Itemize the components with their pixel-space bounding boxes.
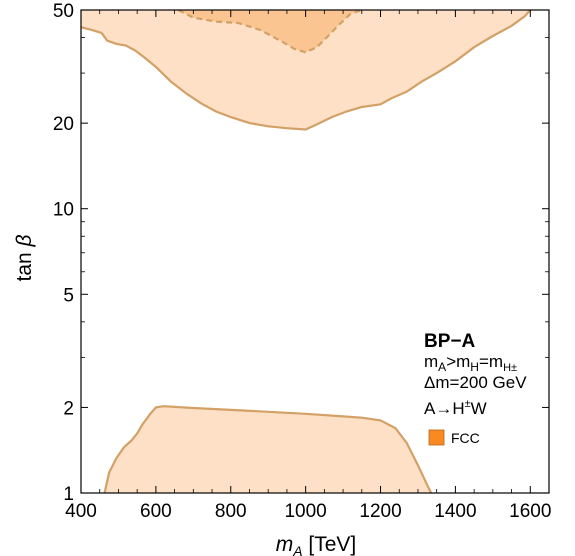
upper-region-boundary [81, 10, 532, 131]
x-tick-label: 400 [65, 501, 97, 522]
plot-frame [80, 9, 550, 494]
y-tick-label: 1 [63, 484, 74, 505]
inner-upper-region-fill [178, 10, 362, 53]
x-tick-label: 1400 [434, 501, 476, 522]
axes: 400 600 800 1000 1200 1400 1600 1 2 5 10 20 50 [53, 1, 552, 522]
plot-area [81, 10, 532, 493]
y-tick-label: 10 [53, 200, 74, 221]
legend-decay-channel: A→H±W [424, 398, 487, 418]
upper-region-fill [81, 10, 531, 130]
legend-mass-relation: mA>mH=mH± [424, 352, 517, 374]
y-tick-label: 50 [53, 1, 74, 22]
y-tick-label: 2 [63, 398, 74, 419]
x-tick-label: 1000 [284, 501, 326, 522]
y-tick-label: 20 [53, 114, 74, 135]
y-tick-label: 5 [63, 285, 74, 306]
inner-upper-region-boundary [177, 10, 363, 54]
legend-mass-splitting: Δm=200 GeV [424, 373, 527, 392]
legend-title: BP−A [424, 331, 475, 352]
legend: BP−A mA>mH=mH± Δm=200 GeV A→H±W FCC [424, 331, 527, 446]
legend-label-fcc: FCC [451, 430, 480, 446]
x-tick-label: 800 [215, 501, 247, 522]
x-tick-label: 1200 [359, 501, 401, 522]
y-axis-title: tan β [13, 234, 36, 281]
lower-region-boundary [103, 405, 433, 493]
x-axis-title: mA [TeV] [276, 533, 357, 556]
legend-swatch-fcc [428, 429, 445, 446]
x-tick-label: 600 [140, 501, 172, 522]
x-tick-label: 1600 [509, 501, 551, 522]
lower-region-fill [104, 406, 432, 493]
